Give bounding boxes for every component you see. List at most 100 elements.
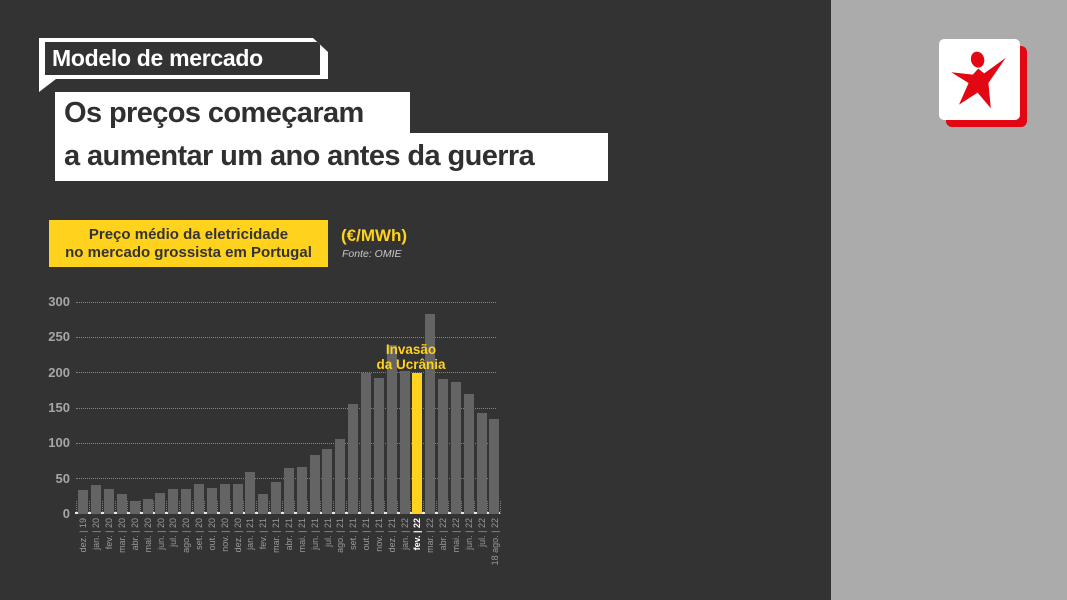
y-tick-label: 250 [48, 329, 70, 345]
bar-slot [461, 302, 475, 514]
x-tick-label-text: dez. | 20 [232, 518, 243, 553]
bar [78, 489, 89, 514]
bar [91, 485, 102, 514]
chart-legend-box: Preço médio da eletricidade no mercado g… [49, 220, 328, 267]
x-tick-label-text: mai. | 22 [451, 518, 462, 553]
bar-slot [268, 302, 283, 514]
legend-line-1: Preço médio da eletricidade [88, 225, 289, 243]
kicker-fold-tail [39, 79, 56, 92]
gridline-150 [76, 407, 496, 409]
x-tick-label-text: 18 ago. | 22 [489, 518, 500, 566]
bar-slot [332, 302, 347, 514]
bar-slot [281, 302, 296, 514]
bar-slot [345, 302, 360, 514]
bar-slot [204, 302, 218, 514]
bar [335, 439, 346, 514]
y-tick-label: 0 [62, 506, 70, 521]
bar [348, 403, 359, 514]
x-tick-label: jul. | 22 [477, 518, 487, 547]
bar [476, 412, 487, 514]
gridline-100 [76, 442, 496, 444]
bar [129, 501, 140, 514]
bar [283, 468, 294, 514]
bar-slot [191, 302, 206, 514]
x-tick-label-text: nov. | 21 [373, 518, 384, 552]
x-tick-label: set. | 20 [194, 518, 204, 550]
x-tick-label-text: jul. | 22 [476, 518, 487, 547]
logo-face [939, 39, 1020, 120]
bar-slot [320, 302, 334, 514]
bar-slot [487, 302, 501, 514]
bar-slot [178, 302, 193, 514]
bar-slot [114, 302, 129, 514]
x-tick-label: 18 ago. | 22 [490, 518, 500, 565]
annotation-line-1: Invasão [385, 342, 437, 357]
x-tick-label-text: fev. | 22 [412, 518, 423, 551]
x-tick-label-text: abr. | 20 [129, 518, 140, 551]
bar [219, 484, 230, 514]
x-tick-label-text: set. | 21 [348, 518, 359, 550]
legend-line-2: no mercado grossista em Portugal [65, 243, 312, 261]
x-tick-label-text: set. | 20 [194, 518, 205, 550]
bar-slot [422, 302, 437, 514]
x-tick-label: dez. | 21 [387, 518, 397, 552]
unit-label: (€/MWh) [341, 226, 408, 245]
gridline-250 [76, 336, 496, 338]
bar [489, 418, 500, 514]
bar [296, 466, 307, 514]
bar-slot [242, 302, 257, 514]
x-tick-label-text: ago. | 21 [335, 518, 346, 553]
x-tick-label: ago. | 20 [181, 518, 191, 553]
bar-slot [127, 302, 141, 514]
bar [450, 381, 461, 514]
kicker-text: Modelo de mercado [45, 42, 320, 75]
x-tick-label: mar. | 20 [117, 518, 127, 553]
bar-slot [255, 302, 270, 514]
red-star-figure-icon [950, 51, 1006, 108]
bar-slot [307, 302, 321, 514]
x-tick-label-text: nov. | 20 [219, 518, 230, 552]
bar [116, 494, 127, 514]
x-tick-label: fev. | 21 [258, 518, 268, 549]
x-tick-label-text: ago. | 20 [181, 518, 192, 553]
x-tick-label-text: abr. | 22 [438, 518, 449, 551]
gridline-200 [76, 372, 496, 374]
y-tick-label: 50 [55, 470, 70, 486]
bar [399, 371, 410, 514]
bar-slot [101, 302, 116, 514]
bar-slot [294, 302, 308, 514]
bar-slot [165, 302, 180, 514]
x-tick-label: mar. | 22 [425, 518, 435, 553]
x-tick-label-text: mai. | 20 [142, 518, 153, 553]
bar [181, 488, 192, 514]
bar [386, 345, 397, 514]
x-tick-label: dez. | 19 [78, 518, 88, 552]
x-tick-label: jun. | 22 [464, 518, 474, 550]
x-tick-label: jun. | 20 [156, 518, 166, 550]
bar [206, 487, 217, 514]
bar [104, 488, 115, 514]
x-tick-label: jun. | 21 [310, 518, 320, 550]
x-tick-label: fev. | 22 [412, 518, 422, 550]
x-tick-label: abr. | 20 [130, 518, 140, 550]
annotation-line-2: da Ucrânia [376, 356, 446, 372]
bar [258, 494, 269, 514]
bar [142, 499, 153, 514]
bar [155, 492, 166, 514]
bar [360, 372, 371, 514]
x-tick-label: nov. | 20 [220, 518, 230, 552]
bar-slot [435, 302, 450, 514]
bar-slot [384, 302, 398, 514]
x-tick-label-text: jan. | 22 [399, 518, 410, 550]
x-tick-label-text: fev. | 20 [104, 518, 115, 550]
x-tick-label-text: mar. | 21 [271, 518, 282, 553]
y-tick-label: 200 [48, 364, 70, 380]
bar [322, 449, 333, 514]
x-tick-label-text: mar. | 20 [116, 518, 127, 553]
bar [232, 484, 243, 514]
x-tick-label-text: jul. | 20 [168, 518, 179, 547]
bar [168, 489, 179, 514]
bar-slot [140, 302, 154, 514]
x-tick-label: jan. | 20 [91, 518, 101, 550]
